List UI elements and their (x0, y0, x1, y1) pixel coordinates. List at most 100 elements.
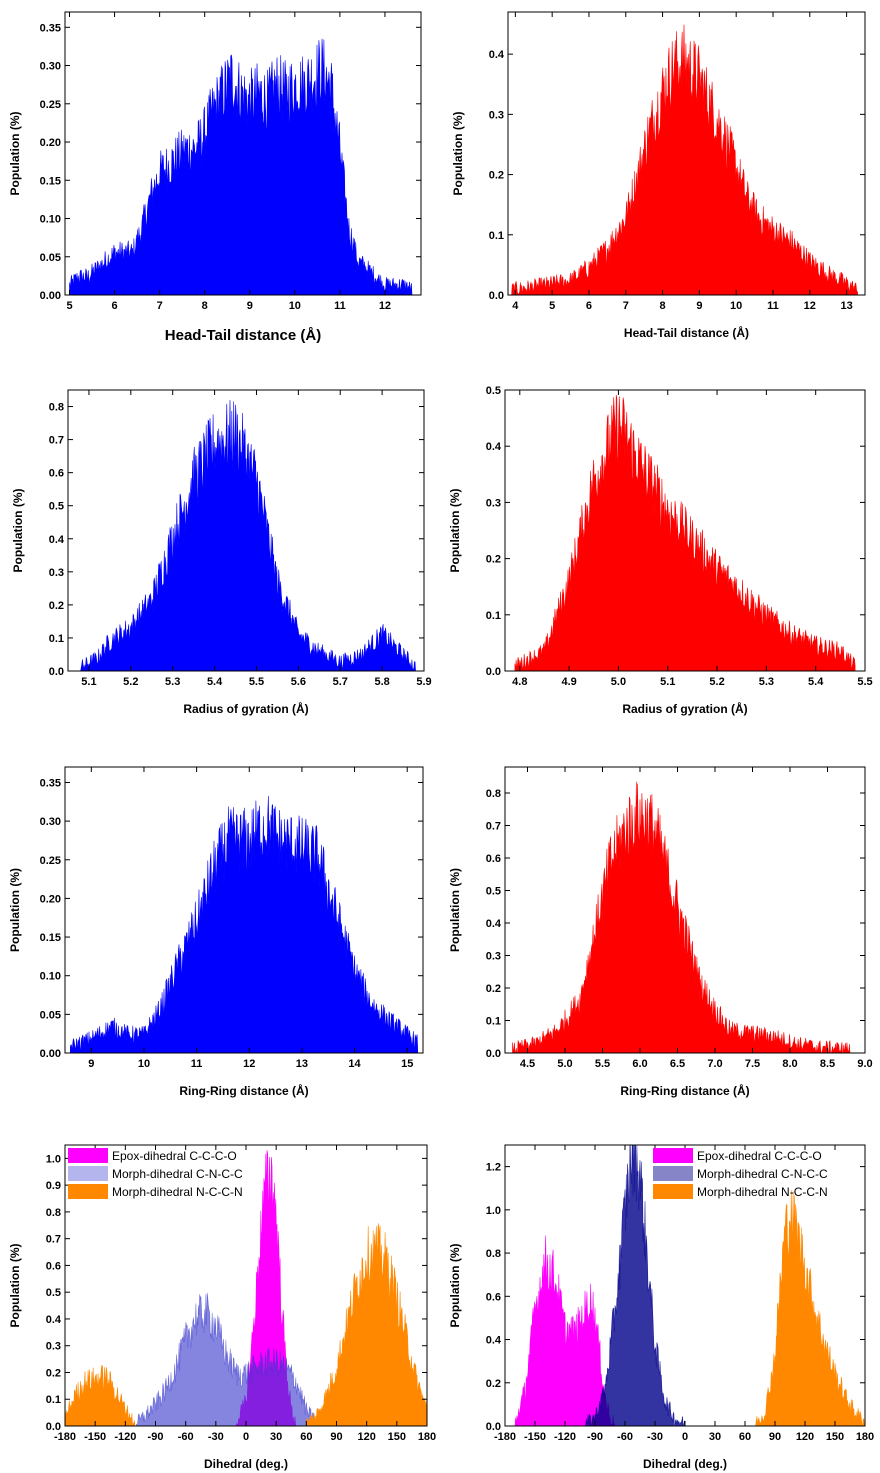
x-tick-label: 5.3 (759, 676, 774, 688)
series-1-area (80, 400, 416, 671)
y-tick-label: 0.2 (46, 1367, 61, 1379)
chart-4: 4.8 4.9 5.0 5.1 5.2 5.3 5.4 5.5 0.0 0.1 0.2 0.3 0.4 0… (448, 385, 873, 716)
plot-frame (504, 766, 866, 1054)
legend: Epox-dihedral C-C-C-O Morph-dihedral C-N-… (653, 1148, 828, 1199)
x-tick-label: 0 (243, 1431, 249, 1443)
series-3-area (755, 1190, 865, 1426)
x-tick-label: 5.5 (249, 676, 264, 688)
x-tick-label: 9 (696, 300, 702, 312)
y-tick-label: 0.2 (49, 600, 64, 612)
x-tick-label: -120 (114, 1431, 136, 1443)
y-axis-label: Population (%) (448, 868, 462, 952)
y-tick-label: 0.4 (486, 441, 502, 453)
x-tick-label: 12 (379, 300, 391, 312)
x-tick-label: 14 (348, 1058, 361, 1070)
y-tick-label: 0.0 (486, 1421, 501, 1433)
y-tick-label: 1.0 (486, 1205, 501, 1217)
y-tick-label: 0.15 (40, 175, 61, 187)
x-tick-label: 5.1 (660, 676, 675, 688)
x-tick-label: 12 (243, 1058, 255, 1070)
y-tick-label: 0.8 (486, 788, 501, 800)
x-tick-label: 9 (247, 300, 253, 312)
series-2-area (135, 1292, 317, 1426)
y-tick-label: 0.5 (46, 1287, 61, 1299)
x-tick-label: 5.2 (123, 676, 138, 688)
x-tick-label: 11 (767, 300, 779, 312)
plot-area (512, 781, 851, 1053)
x-tick-label: 8 (660, 300, 666, 312)
y-tick-label: 0.6 (46, 1260, 61, 1272)
x-tick-label: 10 (289, 300, 301, 312)
x-tick-label: -60 (617, 1431, 633, 1443)
y-axis-label: Population (%) (11, 489, 25, 573)
x-tick-label: 120 (796, 1431, 814, 1443)
y-tick-label: 0.1 (486, 1016, 501, 1028)
x-tick-label: -150 (84, 1431, 106, 1443)
x-axis-label: Radius of gyration (Å) (622, 701, 747, 716)
y-tick-label: 0.6 (49, 468, 64, 480)
x-tick-label: 5.5 (595, 1058, 610, 1070)
plot-area (69, 38, 413, 295)
y-tick-label: 0.2 (486, 554, 501, 566)
x-tick-label: -30 (647, 1431, 663, 1443)
x-tick-label: 7.5 (745, 1058, 760, 1070)
x-tick-label: -30 (208, 1431, 224, 1443)
y-tick-label: 0.25 (40, 855, 61, 867)
y-tick-label: 0.8 (49, 402, 64, 414)
series-1-area (69, 38, 413, 295)
x-tick-label: 10 (138, 1058, 150, 1070)
y-tick-label: 0.05 (40, 1009, 61, 1021)
x-tick-label: -120 (554, 1431, 576, 1443)
legend-label: Morph-dihedral C-N-C-C (112, 1167, 243, 1181)
x-tick-label: 5.2 (709, 676, 724, 688)
legend-swatch (653, 1166, 693, 1181)
series-1-area (514, 1235, 616, 1426)
x-axis-label: Head-Tail distance (Å) (165, 327, 321, 344)
chart-1: 5 6 7 8 9 10 11 12 0.00 0.05 0.10 0.15 0.20 0.25 0.30 0… (8, 11, 422, 344)
x-tick-label: 6.5 (670, 1058, 685, 1070)
x-tick-label: 13 (296, 1058, 308, 1070)
x-tick-label: -180 (54, 1431, 76, 1443)
x-tick-label: 6.0 (632, 1058, 647, 1070)
x-axis-label: Ring-Ring distance (Å) (179, 1083, 308, 1098)
x-tick-label: 12 (804, 300, 816, 312)
y-tick-label: 0.4 (49, 534, 65, 546)
y-tick-label: 0.2 (486, 1378, 501, 1390)
x-axis-label: Radius of gyration (Å) (183, 701, 308, 716)
x-tick-label: -90 (148, 1431, 164, 1443)
plot-area (514, 1145, 865, 1426)
x-tick-label: 150 (826, 1431, 844, 1443)
plot-frame (504, 389, 866, 672)
y-tick-label: 0.6 (486, 853, 501, 865)
y-tick-label: 1.0 (46, 1153, 61, 1165)
y-tick-label: 0.30 (40, 61, 61, 73)
chart-5: 9 10 11 12 13 14 15 0.00 0.05 0.10 0.15 0.20 0.25 0.3… (8, 766, 424, 1098)
legend-label: Morph-dihedral C-N-C-C (697, 1167, 828, 1181)
y-tick-label: 0.3 (49, 567, 64, 579)
x-tick-label: 90 (769, 1431, 781, 1443)
y-tick-label: 0.4 (489, 49, 505, 61)
y-axis-label: Population (%) (8, 1244, 22, 1328)
x-tick-label: 9.0 (857, 1058, 872, 1070)
y-tick-label: 0.4 (46, 1314, 62, 1326)
plot-frame (507, 11, 866, 296)
y-tick-label: 0.6 (486, 1291, 501, 1303)
plot-area (65, 1150, 427, 1426)
y-tick-label: 0.3 (486, 951, 501, 963)
x-tick-label: 180 (418, 1431, 436, 1443)
x-tick-label: 60 (300, 1431, 312, 1443)
y-tick-label: 0.1 (489, 230, 504, 242)
y-tick-label: 0.3 (46, 1341, 61, 1353)
y-tick-label: 0.35 (40, 22, 61, 34)
y-tick-label: 0.4 (486, 918, 502, 930)
series-1-area (70, 795, 418, 1053)
x-tick-label: 7 (623, 300, 629, 312)
y-tick-label: 0.4 (486, 1335, 502, 1347)
plot-frame (64, 11, 422, 296)
x-tick-label: 5.1 (81, 676, 96, 688)
x-tick-label: 0 (682, 1431, 688, 1443)
y-tick-label: 0.2 (489, 170, 504, 182)
legend-swatch (653, 1148, 693, 1163)
x-tick-label: 4.8 (512, 676, 527, 688)
